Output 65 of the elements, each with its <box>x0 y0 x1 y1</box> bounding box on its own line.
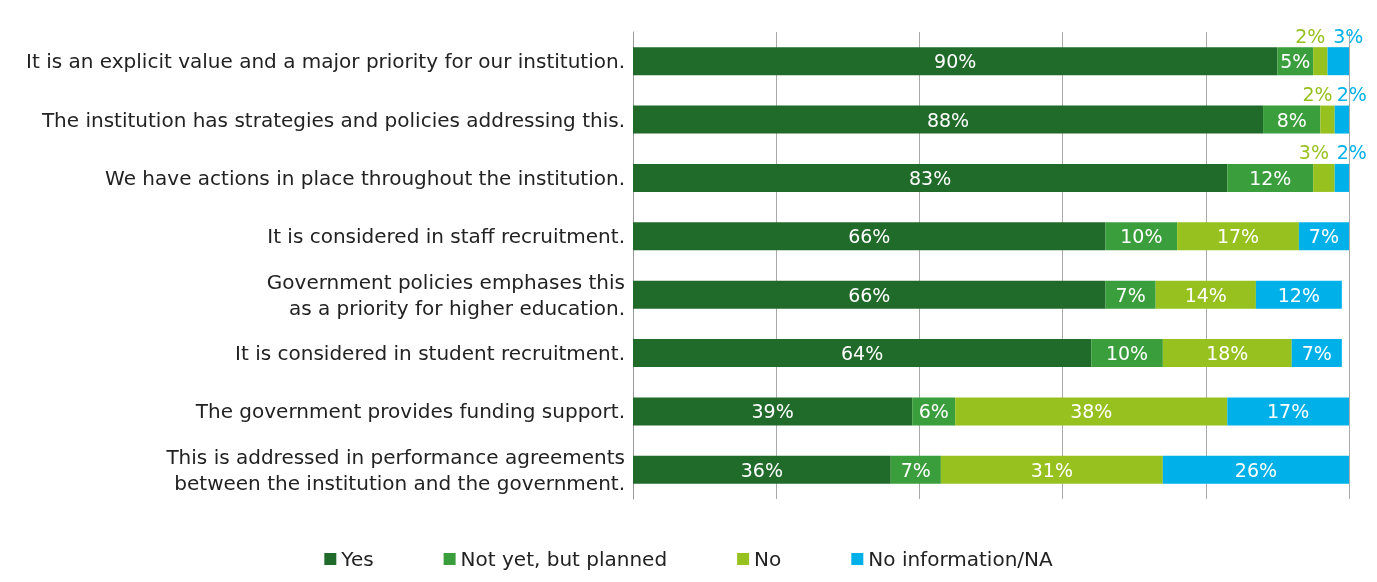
y-tick-label: It is considered in student recruitment. <box>235 341 625 366</box>
data-label: 83% <box>909 166 952 189</box>
bar <box>1320 105 1335 134</box>
data-label: 90% <box>934 50 977 73</box>
data-label: 10% <box>1120 225 1163 248</box>
legend-label: Yes <box>340 547 374 571</box>
data-label: 6% <box>918 400 949 423</box>
data-label: 36% <box>740 458 783 481</box>
y-tick-label: It is considered in staff recruitment. <box>267 224 625 249</box>
bar <box>633 455 891 484</box>
bar <box>940 455 1163 484</box>
data-label: 14% <box>1184 283 1227 306</box>
bar <box>1162 455 1349 484</box>
bar <box>1162 339 1292 368</box>
bar <box>1227 397 1349 426</box>
data-label: 8% <box>1276 108 1307 131</box>
bar <box>633 222 1106 251</box>
data-label: 66% <box>848 283 891 306</box>
bar <box>1177 222 1299 251</box>
data-label: 2% <box>1336 83 1367 106</box>
legend-label: No <box>754 547 782 571</box>
legend-label: No information/NA <box>868 547 1053 571</box>
y-tick-label: The government provides funding support. <box>194 399 625 424</box>
data-label: 2% <box>1302 83 1333 106</box>
bar <box>633 47 1278 76</box>
data-label: 38% <box>1070 400 1113 423</box>
data-label: 12% <box>1249 166 1292 189</box>
bar <box>633 397 913 426</box>
bar <box>1327 47 1349 76</box>
y-tick-label: The institution has strategies and policies addressing this. <box>40 107 625 132</box>
bar <box>1313 47 1328 76</box>
bar <box>633 163 1228 192</box>
data-label: 26% <box>1234 458 1278 481</box>
bar <box>1313 163 1335 192</box>
bar <box>1155 280 1256 309</box>
bar <box>633 280 1106 309</box>
bar <box>633 339 1092 368</box>
data-label: 7% <box>900 458 931 481</box>
data-label: 39% <box>751 400 794 423</box>
y-tick-label: It is an explicit value and a major priority for our institution. <box>26 49 625 74</box>
data-label: 17% <box>1267 400 1310 423</box>
data-label: 5% <box>1280 50 1311 73</box>
data-label: 64% <box>841 342 884 365</box>
legend-label: Not yet, but planned <box>460 547 668 571</box>
bar <box>1334 163 1349 192</box>
y-tick-label: This is addressed in performance agreements between the institution and the government. <box>165 444 625 495</box>
data-label: 88% <box>926 108 970 131</box>
bar <box>633 105 1264 134</box>
data-label: 17% <box>1216 225 1260 248</box>
bar <box>1334 105 1349 134</box>
bar <box>955 397 1228 426</box>
data-label: 7% <box>1301 342 1332 365</box>
data-label: 2% <box>1295 24 1326 47</box>
data-label: 7% <box>1308 225 1340 248</box>
y-tick-label: We have actions in place throughout the institution. <box>105 165 625 190</box>
data-label: 12% <box>1277 283 1320 306</box>
data-label: 10% <box>1105 342 1149 365</box>
data-label: 2% <box>1336 141 1367 164</box>
data-label: 18% <box>1206 342 1249 365</box>
data-label: 31% <box>1030 458 1073 481</box>
data-label: 7% <box>1115 283 1146 306</box>
data-label: 66% <box>848 225 891 248</box>
data-label: 3% <box>1333 24 1364 47</box>
y-tick-label: Government policies emphases this as a priority for higher education. <box>266 269 625 320</box>
data-label: 3% <box>1298 141 1330 164</box>
